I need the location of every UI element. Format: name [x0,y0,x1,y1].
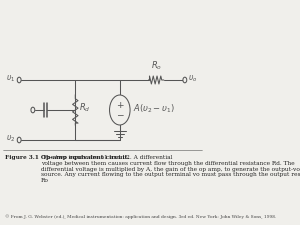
Text: $\upsilon_1$: $\upsilon_1$ [7,74,16,84]
Text: +: + [116,101,124,110]
Circle shape [110,95,130,125]
Text: $A(\upsilon_2 - \upsilon_1)$: $A(\upsilon_2 - \upsilon_1)$ [133,103,175,115]
Text: $R_d$: $R_d$ [79,102,90,114]
Circle shape [17,77,21,83]
Circle shape [31,107,35,113]
Circle shape [183,77,187,83]
Text: © From J. G. Webster (ed.), Medical instrumentation: application and design. 3rd: © From J. G. Webster (ed.), Medical inst… [5,214,277,219]
Text: $R_o$: $R_o$ [151,59,162,72]
Text: $\upsilon_o$: $\upsilon_o$ [188,74,198,84]
Text: −: − [116,110,124,119]
Text: $\upsilon_2$: $\upsilon_2$ [6,134,16,144]
Circle shape [17,137,21,143]
Text: The two inputs are υ1 and υ2. A differential
voltage between them causes current: The two inputs are υ1 and υ2. A differen… [41,155,300,183]
Text: Figure 3.1 Op-amp equivalent circuit.: Figure 3.1 Op-amp equivalent circuit. [5,155,130,160]
